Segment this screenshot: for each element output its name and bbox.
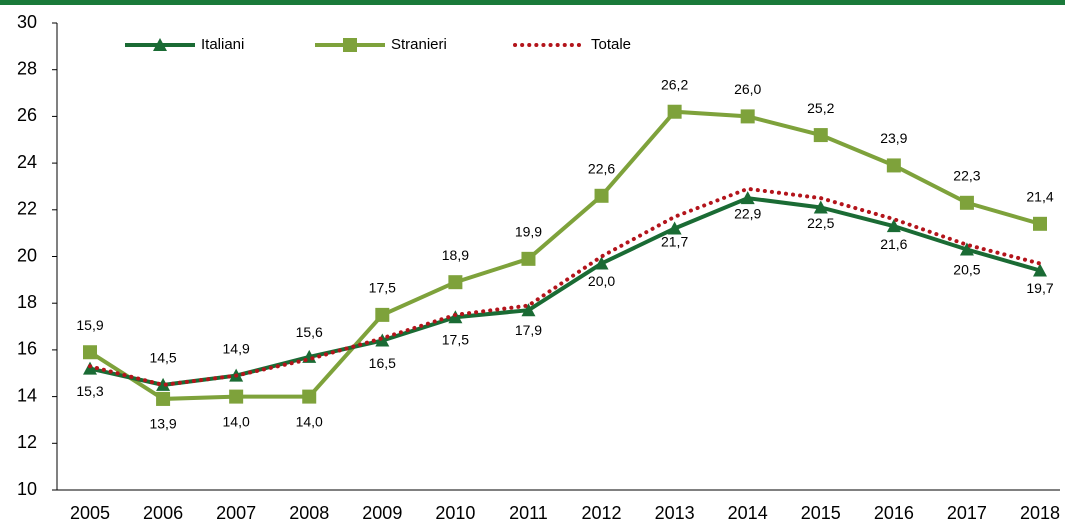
marker: [229, 389, 244, 404]
data-label: 22,9: [734, 205, 761, 221]
x-tick-label: 2008: [289, 503, 329, 523]
data-label: 25,2: [807, 100, 834, 116]
y-tick-label: 10: [17, 479, 37, 499]
y-tick-label: 12: [17, 432, 37, 452]
data-label: 22,3: [953, 167, 980, 183]
y-tick-label: 14: [17, 385, 37, 405]
legend-marker: [153, 38, 167, 51]
marker: [1033, 263, 1047, 277]
marker: [959, 195, 974, 210]
data-label: 26,0: [734, 81, 761, 97]
marker: [594, 256, 609, 270]
y-tick-label: 26: [17, 105, 37, 125]
data-label: 21,4: [1026, 189, 1053, 205]
x-tick-label: 2010: [435, 503, 475, 523]
data-label: 15,3: [76, 383, 103, 399]
x-tick-label: 2016: [874, 503, 914, 523]
data-label: 14,5: [149, 350, 176, 366]
marker: [959, 242, 974, 256]
data-label: 17,5: [442, 332, 469, 348]
x-tick-label: 2009: [362, 503, 402, 523]
marker: [83, 345, 97, 360]
data-label: 18,9: [442, 247, 469, 263]
legend-marker: [343, 38, 357, 52]
top-bar: [0, 0, 1065, 5]
data-label: 19,7: [1026, 280, 1053, 296]
x-tick-label: 2011: [509, 503, 548, 523]
x-tick-label: 2014: [728, 503, 768, 523]
marker: [740, 109, 755, 124]
marker: [521, 251, 536, 266]
x-tick-label: 2018: [1020, 503, 1060, 523]
data-label: 20,5: [953, 262, 980, 278]
marker: [740, 191, 755, 205]
series-line: [88, 109, 1041, 401]
data-label: 14,0: [296, 413, 323, 429]
x-tick-label: 2005: [70, 503, 110, 523]
x-tick-label: 2013: [655, 503, 695, 523]
marker: [521, 303, 536, 317]
marker: [302, 389, 317, 404]
x-tick-label: 2007: [216, 503, 256, 523]
y-tick-label: 18: [17, 292, 37, 312]
marker: [667, 221, 682, 235]
marker: [594, 188, 609, 203]
data-label: 22,5: [807, 215, 834, 231]
x-tick-label: 2015: [801, 503, 841, 523]
legend-label: Italiani: [201, 36, 244, 53]
data-label: 21,6: [880, 236, 907, 252]
data-label: 19,9: [515, 224, 542, 240]
marker: [156, 377, 171, 391]
data-label: 22,6: [588, 160, 615, 176]
y-tick-label: 28: [17, 58, 37, 78]
marker: [448, 275, 463, 290]
data-label: 26,2: [661, 76, 688, 92]
marker: [886, 158, 901, 173]
data-label: 13,9: [149, 416, 176, 432]
marker: [813, 128, 828, 143]
marker: [375, 333, 390, 347]
data-label: 23,9: [880, 130, 907, 146]
data-label: 20,0: [588, 273, 615, 289]
data-label: 15,9: [76, 317, 103, 333]
marker: [813, 200, 828, 214]
y-tick-label: 16: [17, 339, 37, 359]
y-tick-label: 30: [17, 12, 37, 32]
data-label: 14,0: [223, 413, 250, 429]
legend-label: Totale: [591, 36, 631, 53]
marker: [667, 104, 682, 119]
y-tick-label: 20: [17, 245, 37, 265]
data-label: 14,9: [223, 340, 250, 356]
y-tick-label: 22: [17, 199, 37, 219]
x-tick-label: 2012: [582, 503, 622, 523]
marker: [375, 307, 390, 322]
data-label: 21,7: [661, 234, 688, 250]
legend-label: Stranieri: [391, 36, 447, 53]
series-line: [88, 186, 1042, 387]
data-label: 17,5: [369, 280, 396, 296]
marker: [886, 219, 901, 233]
data-label: 15,6: [296, 324, 323, 340]
y-tick-label: 24: [17, 152, 37, 172]
data-label: 17,9: [515, 322, 542, 338]
data-label: 16,5: [369, 355, 396, 371]
marker: [156, 391, 171, 406]
marker: [1033, 216, 1047, 231]
x-tick-label: 2017: [947, 503, 987, 523]
x-tick-label: 2006: [143, 503, 183, 523]
